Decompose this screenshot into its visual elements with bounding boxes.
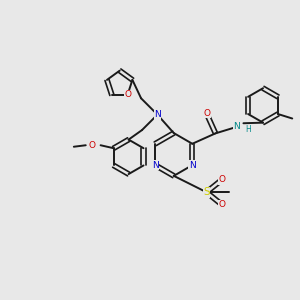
- Text: N: N: [189, 161, 196, 170]
- Text: O: O: [89, 141, 96, 150]
- Text: N: N: [233, 122, 240, 131]
- Text: N: N: [154, 110, 161, 119]
- Text: S: S: [203, 187, 210, 197]
- Text: O: O: [218, 175, 225, 184]
- Text: O: O: [204, 109, 211, 118]
- Text: O: O: [124, 90, 131, 99]
- Text: N: N: [152, 161, 159, 170]
- Text: H: H: [245, 125, 251, 134]
- Text: O: O: [218, 200, 225, 209]
